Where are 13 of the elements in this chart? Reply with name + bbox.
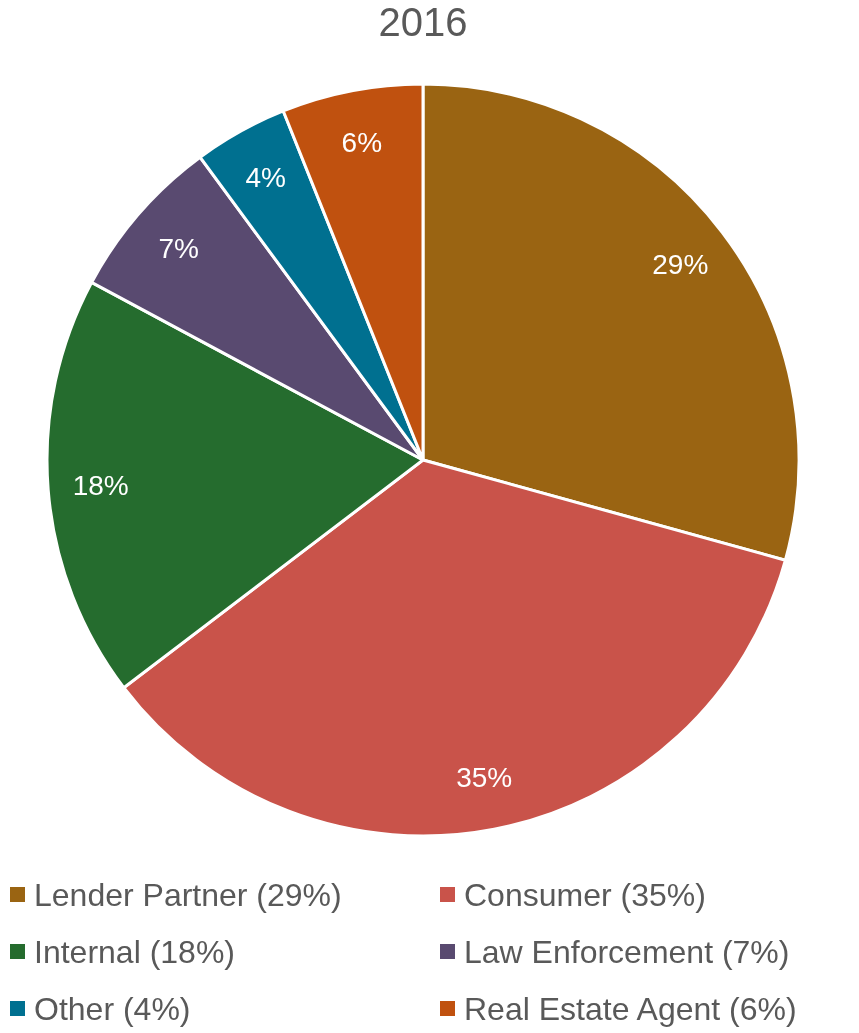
legend-label: Law Enforcement (7%)	[464, 934, 790, 971]
data-label: 35%	[456, 762, 513, 794]
legend-label: Consumer (35%)	[464, 877, 706, 914]
legend-label: Internal (18%)	[34, 934, 235, 971]
legend-label: Other (4%)	[34, 991, 191, 1028]
legend-label: Lender Partner (29%)	[34, 877, 342, 914]
legend-label: Real Estate Agent (6%)	[464, 991, 797, 1028]
data-label: 18%	[72, 470, 129, 502]
data-label: 4%	[245, 162, 287, 194]
data-label: 6%	[341, 127, 383, 159]
data-label: 29%	[652, 248, 709, 280]
chart-title: 2016	[378, 0, 468, 44]
data-label: 7%	[158, 233, 199, 265]
